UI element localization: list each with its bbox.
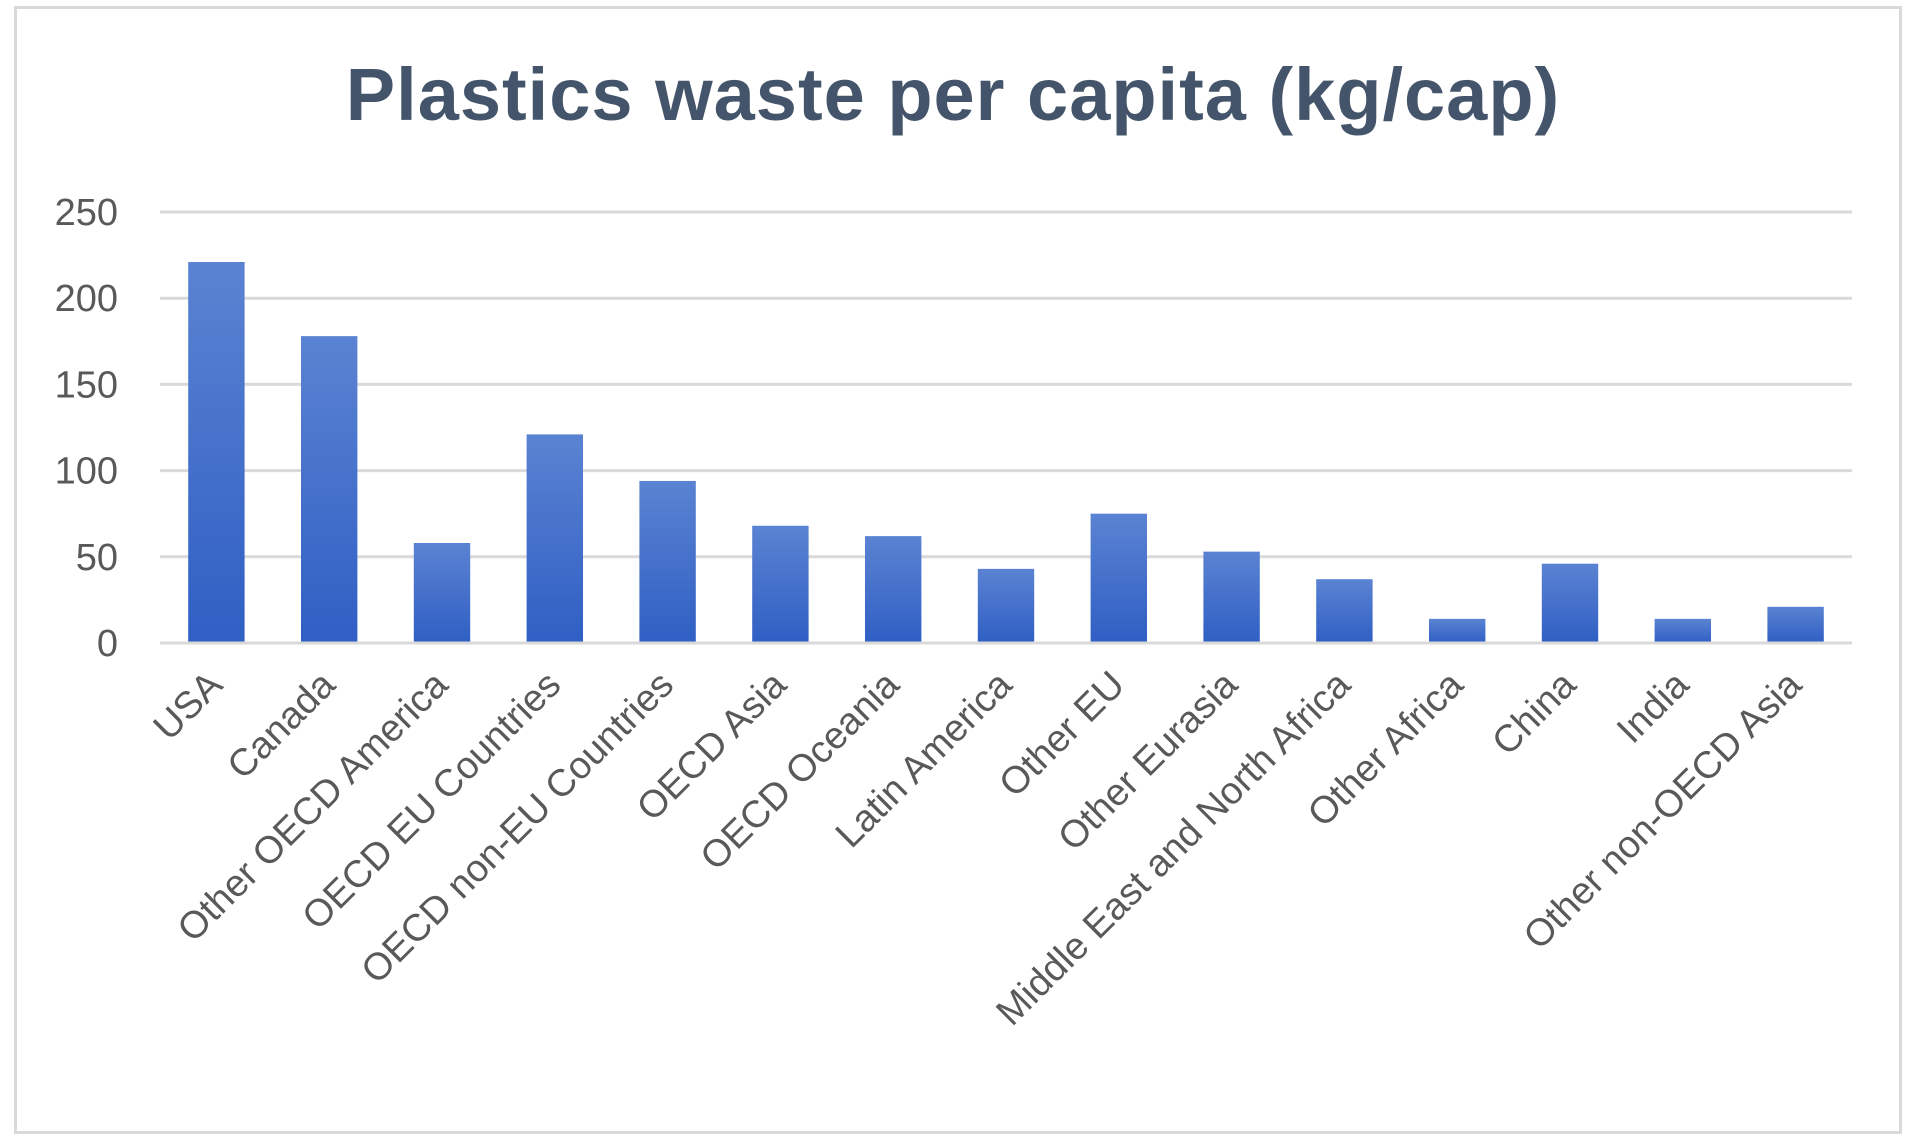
- x-category-label: China: [1484, 663, 1585, 764]
- bar: [413, 543, 471, 643]
- bar: [639, 480, 696, 643]
- bar: [865, 536, 922, 643]
- chart-title: Plastics waste per capita (kg/cap): [345, 53, 1561, 136]
- y-axis-ticks: 0 50 100 150 200 250: [55, 192, 118, 665]
- bar: [301, 336, 358, 643]
- bar: [977, 568, 1035, 643]
- bar: [1090, 513, 1147, 643]
- x-category-label: OECD Oceania: [693, 663, 908, 878]
- y-tick-label: 200: [55, 278, 118, 320]
- y-tick-label: 50: [76, 537, 118, 579]
- bars: [160, 261, 1852, 645]
- y-tick-label: 150: [55, 364, 118, 406]
- bar: [526, 434, 583, 643]
- bar: [1654, 618, 1711, 643]
- y-tick-label: 250: [55, 192, 118, 234]
- bar: [1541, 563, 1599, 643]
- x-category-label: India: [1609, 663, 1698, 752]
- bar: [1767, 606, 1824, 643]
- bar: [1429, 618, 1486, 643]
- y-tick-label: 0: [97, 623, 118, 665]
- x-category-label: USA: [146, 663, 231, 748]
- bar: [1316, 579, 1373, 643]
- y-tick-label: 100: [55, 451, 118, 493]
- bar: [752, 525, 809, 643]
- bar: [188, 261, 245, 643]
- bar: [1203, 551, 1260, 643]
